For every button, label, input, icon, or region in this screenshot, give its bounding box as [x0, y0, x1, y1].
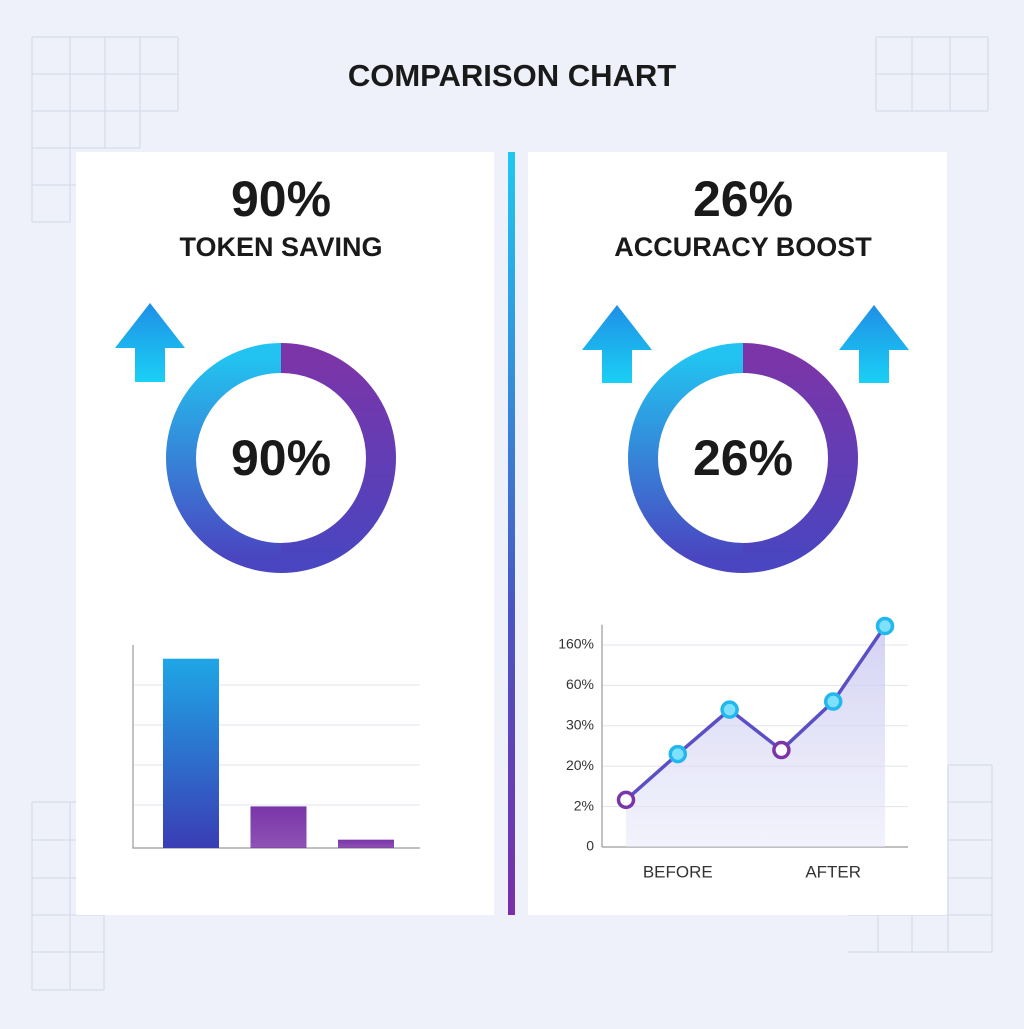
- donut: [166, 343, 396, 573]
- page-title: COMPARISON CHART: [348, 58, 676, 93]
- point: [616, 790, 636, 810]
- donut-label: 90%: [231, 430, 331, 486]
- point: [772, 740, 791, 760]
- left-panel: [76, 152, 494, 915]
- line: [624, 625, 887, 802]
- up-arrow: [839, 305, 909, 383]
- point: [668, 744, 688, 764]
- y-tick-label: 2%: [574, 797, 594, 813]
- point: [875, 616, 895, 636]
- line-area: [626, 626, 885, 847]
- donut: [628, 343, 858, 573]
- point: [823, 692, 843, 711]
- bar-axes: [132, 645, 420, 849]
- x-tick-label: BEFORE: [643, 862, 713, 881]
- up-arrow: [115, 303, 185, 382]
- divider: [508, 152, 515, 915]
- y-tick-label: 20%: [566, 757, 594, 773]
- y-tick-label: 30%: [566, 717, 594, 733]
- bar: [163, 658, 219, 848]
- y-tick-label: 160%: [558, 636, 594, 652]
- donut-label: 26%: [693, 430, 793, 486]
- bar: [250, 806, 307, 848]
- y-tick-label: 0: [586, 838, 594, 854]
- up-arrow: [582, 305, 652, 383]
- x-tick-label: AFTER: [805, 862, 861, 881]
- headline: 26%: [693, 171, 793, 227]
- y-tick-label: 60%: [566, 676, 594, 692]
- bar: [338, 839, 394, 848]
- subtitle: TOKEN SAVING: [179, 232, 382, 262]
- point: [720, 700, 739, 719]
- subtitle: ACCURACY BOOST: [614, 232, 872, 262]
- headline: 90%: [231, 171, 331, 227]
